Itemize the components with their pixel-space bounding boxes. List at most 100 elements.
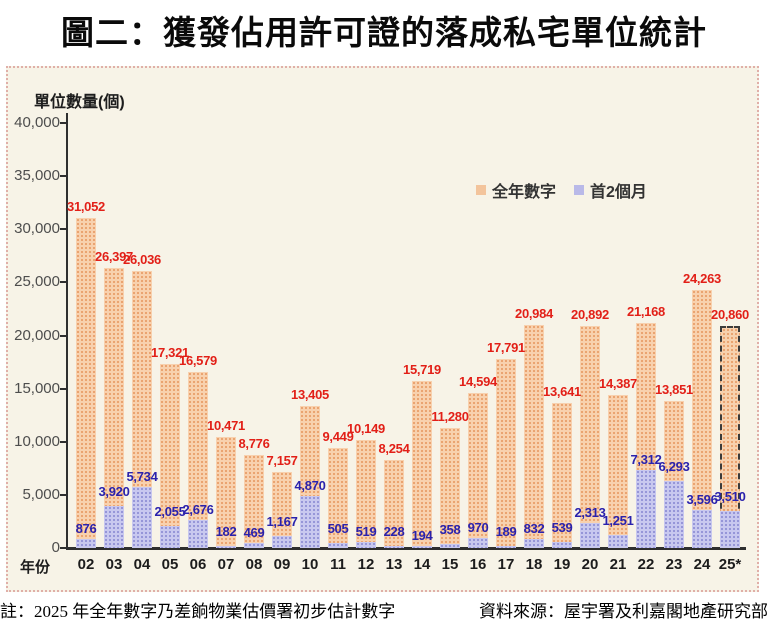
x-tick-label: 17 [497, 556, 515, 573]
bar-full-year [132, 271, 152, 548]
y-axis-tick [60, 440, 67, 443]
y-tick-label: 5,000 [22, 485, 60, 503]
value-label-first-two-months: 469 [243, 525, 265, 541]
value-label-full-year: 15,719 [403, 361, 441, 377]
legend-swatch-first-two-months-icon [574, 185, 585, 195]
y-axis-tick [60, 122, 67, 124]
value-label-first-two-months: 1,251 [602, 512, 634, 528]
value-label-first-two-months: 3,596 [686, 491, 718, 507]
bar-full-year [580, 326, 600, 548]
x-tick-label: 25* [718, 556, 742, 573]
value-label-full-year: 8,254 [378, 441, 410, 457]
value-label-first-two-months: 194 [411, 527, 433, 543]
x-tick-label: 14 [413, 556, 431, 573]
y-axis-tick [60, 334, 67, 337]
x-tick-label: 02 [77, 556, 95, 573]
value-label-full-year: 17,321 [151, 344, 189, 360]
value-label-full-year: 13,641 [543, 384, 581, 400]
bar-first-two-months [272, 535, 292, 548]
bar-full-year [524, 325, 544, 548]
bar-full-year [608, 395, 628, 548]
legend-label-full-year: 全年數字 [492, 184, 557, 201]
bar-first-two-months [328, 542, 348, 548]
value-label-full-year: 21,168 [627, 304, 665, 320]
value-label-full-year: 14,594 [459, 373, 497, 389]
x-axis-line [66, 547, 746, 550]
y-tick-label: 30,000 [14, 220, 60, 238]
x-tick-label: 11 [330, 556, 346, 573]
value-label-first-two-months: 6,293 [658, 459, 690, 475]
x-axis-caption: 年份 [20, 559, 51, 576]
y-tick-label: 10,000 [14, 432, 60, 450]
y-axis-tick [60, 281, 67, 284]
y-tick-label: 35,000 [14, 167, 60, 185]
y-tick-label: 15,000 [14, 379, 60, 397]
bar-full-year [496, 358, 516, 548]
value-label-full-year: 17,791 [487, 339, 525, 355]
value-label-first-two-months: 4,870 [294, 478, 326, 494]
x-tick-label: 13 [385, 556, 403, 573]
value-label-first-two-months: 505 [327, 520, 349, 536]
bar-full-year [216, 436, 236, 548]
y-axis-line [66, 113, 68, 550]
x-tick-label: 06 [189, 556, 207, 573]
bar-first-two-months [244, 543, 264, 548]
bar-full-year [272, 471, 292, 548]
value-label-full-year: 10,149 [347, 421, 385, 437]
x-tick-label: 15 [441, 556, 459, 573]
value-label-first-two-months: 2,055 [154, 504, 186, 520]
x-tick-label: 24 [693, 556, 711, 573]
value-label-first-two-months: 228 [383, 523, 405, 539]
y-tick-label: 20,000 [14, 326, 60, 344]
y-tick-label: 25,000 [14, 273, 60, 291]
value-label-first-two-months: 876 [75, 520, 97, 536]
bar-first-two-months [608, 534, 628, 548]
y-tick-label: 40,000 [14, 114, 60, 131]
bar-full-year [440, 428, 460, 548]
y-tick-label: 0 [51, 539, 60, 556]
bar-first-two-months [496, 545, 516, 548]
bar-first-two-months [188, 519, 208, 548]
value-label-full-year: 26,036 [123, 252, 161, 268]
x-tick-label: 18 [525, 556, 543, 573]
bar-full-year [384, 460, 404, 548]
value-label-full-year: 31,052 [67, 199, 105, 215]
value-label-first-two-months: 539 [551, 520, 573, 536]
chart-legend: 全年數字 首2個月 [476, 178, 647, 202]
bar-first-two-months [132, 487, 152, 548]
x-tick-label: 04 [133, 556, 151, 573]
bar-first-two-months [300, 496, 320, 548]
x-tick-label: 16 [469, 556, 487, 573]
footer: 註：2025 年全年數字乃差餉物業估價署初步估計數字 資料來源：屋宇署及利嘉閣地… [0, 597, 768, 622]
y-axis-tick [60, 228, 67, 231]
page-title: 圖二：獲發佔用許可證的落成私宅單位統計 [61, 14, 707, 51]
bar-first-two-months [356, 542, 376, 548]
x-tick-label: 22 [637, 556, 655, 573]
value-label-full-year: 13,405 [291, 386, 329, 402]
chart-panel: 單位數量(個) 全年數字 首2個月 0 5,000 10,000 15,000 20,0… [6, 66, 759, 592]
bar-full-year [356, 440, 376, 548]
x-tick-label: 19 [553, 556, 571, 573]
bar-first-two-months [384, 545, 404, 548]
bar-first-two-months [552, 542, 572, 548]
y-axis-label: 單位數量(個) [34, 94, 125, 111]
bar-first-two-months [468, 537, 488, 548]
legend-item-full-year: 全年數字 [476, 178, 556, 202]
value-label-full-year: 14,387 [599, 376, 637, 392]
value-label-full-year: 24,263 [683, 271, 721, 287]
bar-first-two-months [160, 526, 180, 548]
bar-first-two-months [692, 509, 712, 548]
value-label-first-two-months: 3,920 [98, 484, 130, 500]
y-axis-tick [60, 547, 67, 549]
footer-source: 資料來源：屋宇署及利嘉閣地產研究部 [479, 602, 768, 621]
x-tick-label: 09 [273, 556, 291, 573]
x-tick-label: 03 [105, 556, 123, 573]
bar-first-two-months [216, 546, 236, 548]
x-tick-label: 07 [217, 556, 235, 573]
legend-swatch-full-year-icon [476, 185, 486, 195]
value-label-full-year: 20,892 [571, 307, 609, 323]
x-tick-label: 05 [161, 556, 179, 573]
bar-first-two-months [664, 481, 684, 548]
value-label-full-year: 26,397 [95, 248, 133, 264]
